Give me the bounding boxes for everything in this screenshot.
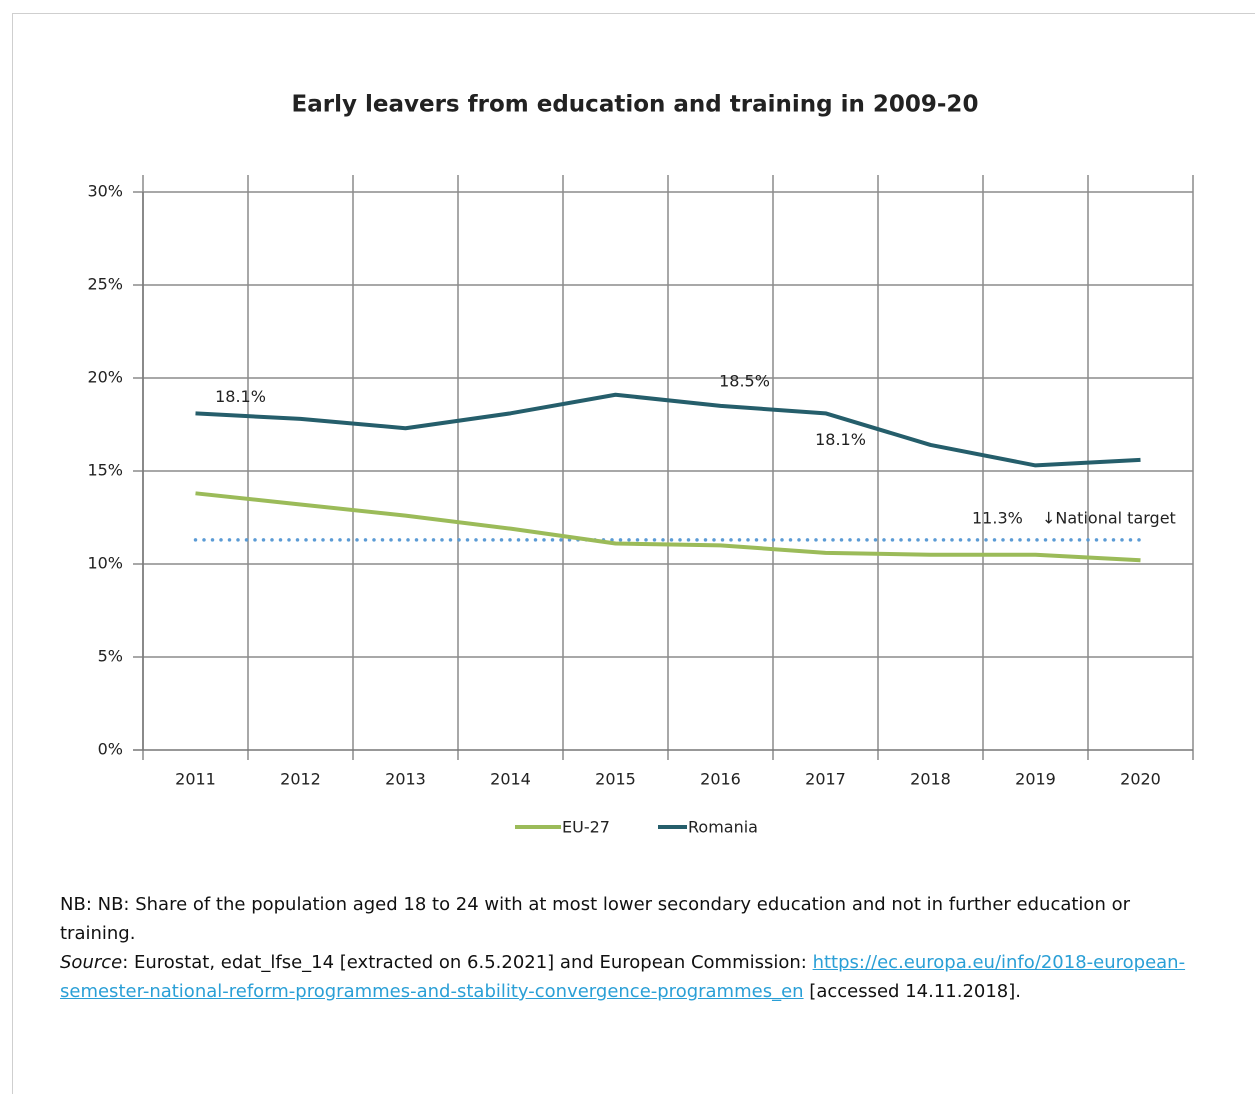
chart: Early leavers from education and trainin… (87, 92, 1194, 837)
x-tick-label: 2019 (1015, 770, 1056, 789)
data-label: 18.1% (215, 387, 266, 406)
source-text: : Eurostat, edat_lfse_14 [extracted on 6… (122, 952, 813, 973)
y-tick-label: 30% (87, 182, 123, 201)
y-tick-label: 5% (98, 647, 123, 666)
y-tick-label: 25% (87, 275, 123, 294)
data-label: 18.5% (719, 371, 770, 390)
source-label: Source (60, 952, 123, 973)
legend-label: EU-27 (562, 818, 610, 837)
y-tick-label: 10% (87, 554, 123, 573)
x-tick-label: 2015 (595, 770, 636, 789)
x-tick-label: 2013 (385, 770, 426, 789)
y-tick-label: 0% (98, 740, 123, 759)
x-tick-label: 2020 (1120, 770, 1161, 789)
data-label: 18.1% (815, 430, 866, 449)
frame (12, 13, 1255, 1094)
legend-label: Romania (688, 818, 758, 837)
note-text: NB: NB: Share of the population aged 18 … (60, 894, 1130, 944)
x-tick-label: 2016 (700, 770, 741, 789)
x-tick-label: 2017 (805, 770, 846, 789)
x-tick-label: 2012 (280, 770, 321, 789)
target-text: ↓National target (1042, 508, 1176, 527)
source-accessed: [accessed 14.11.2018]. (803, 981, 1022, 1002)
x-tick-label: 2011 (175, 770, 216, 789)
series-line (195, 392, 1141, 468)
target-label: 11.3% (972, 508, 1023, 527)
source: Source: Eurostat, edat_lfse_14 [extracte… (60, 948, 1210, 1006)
x-tick-label: 2014 (490, 770, 531, 789)
source-link[interactable]: https://ec.europa.eu/info/2018-european-… (60, 952, 1186, 1002)
series-line (195, 491, 1141, 563)
x-tick-label: 2018 (910, 770, 951, 789)
y-tick-label: 20% (87, 368, 123, 387)
note: NB: NB: Share of the population aged 18 … (60, 890, 1210, 1006)
y-tick-label: 15% (87, 461, 123, 480)
chart-title: Early leavers from education and trainin… (292, 92, 979, 118)
